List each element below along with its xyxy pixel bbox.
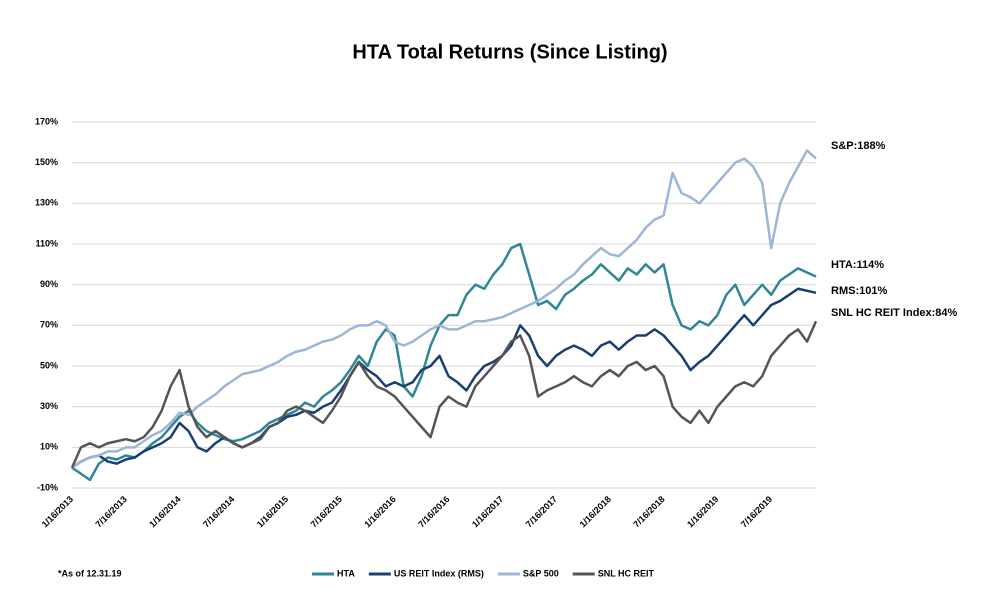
x-tick-label: 1/16/2014 [147,494,182,529]
footnote: *As of 12.31.19 [58,568,122,578]
series-line [71,287,817,469]
x-tick-label: 1/16/2016 [362,494,397,529]
series-line [70,320,818,469]
chart-title: HTA Total Returns (Since Listing) [352,41,667,63]
y-tick-label: -10% [37,482,58,492]
series-line [71,149,817,469]
x-tick-label: 1/16/2013 [40,494,75,529]
legend-label: HTA [337,568,355,578]
x-tick-label: 1/16/2017 [470,494,505,529]
y-tick-label: 110% [35,238,58,248]
x-tick-label: 1/16/2015 [255,494,290,529]
x-tick-label: 7/16/2018 [631,494,666,529]
x-tick-label: 7/16/2013 [93,494,128,529]
y-tick-label: 170% [35,116,58,126]
series-line [71,242,817,482]
x-tick-label: 7/16/2014 [201,494,236,529]
x-tick-label: 7/16/2019 [739,494,774,529]
x-tick-label: 7/16/2016 [416,494,451,529]
x-tick-label: 7/16/2017 [524,494,559,529]
y-tick-label: 50% [40,360,58,370]
legend-label: S&P 500 [523,568,559,578]
x-tick-label: 1/16/2019 [685,494,720,529]
x-tick-label: 1/16/2018 [578,494,613,529]
annotation: RMS:101% [831,285,887,297]
legend-label: SNL HC REIT [598,568,655,578]
y-tick-label: 10% [40,442,58,452]
annotation: S&P:188% [831,140,886,152]
x-tick-label: 7/16/2015 [309,494,344,529]
y-tick-label: 150% [35,157,58,167]
y-tick-label: 30% [40,401,58,411]
y-tick-label: 70% [40,320,58,330]
y-tick-label: 90% [40,279,58,289]
y-tick-label: 130% [35,198,58,208]
annotation: SNL HC REIT Index:84% [831,307,958,319]
annotation: HTA:114% [831,259,884,271]
legend-label: US REIT Index (RMS) [394,568,484,578]
